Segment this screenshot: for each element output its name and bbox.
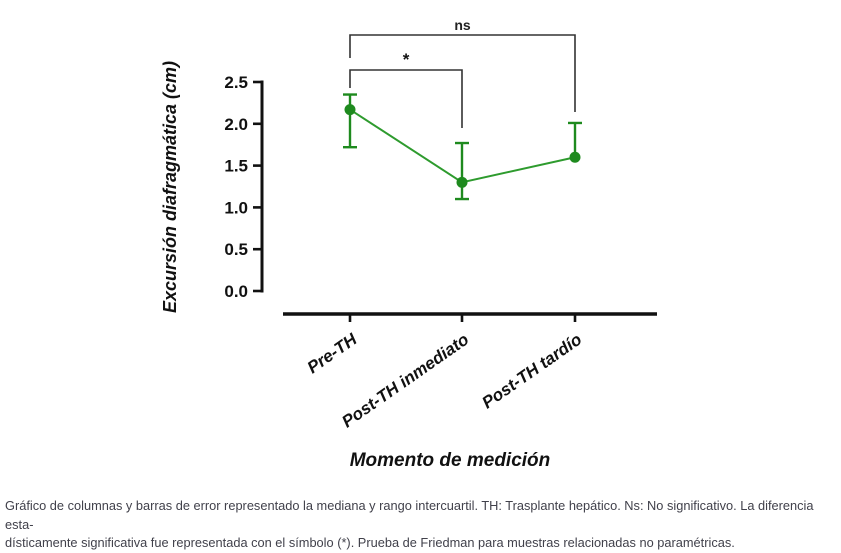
x-axis-title: Momento de medición — [350, 450, 551, 471]
error-bar — [455, 141, 469, 201]
y-tick-label: 2.5 — [224, 73, 248, 92]
data-point-marker — [344, 104, 356, 116]
data-point-marker — [569, 151, 581, 163]
error-bar — [568, 121, 582, 158]
significance-bracket — [349, 69, 463, 128]
chart-caption: Gráfico de columnas y barras de error re… — [5, 497, 838, 553]
y-tick-label: 1.0 — [224, 198, 248, 217]
error-bar — [343, 93, 357, 149]
caption-line-1: Gráfico de columnas y barras de error re… — [5, 498, 814, 532]
line-chart: 0.0 0.5 1.0 1.5 2.0 2.5 Excursión diafragmátic… — [160, 17, 657, 471]
y-tick-label: 0.0 — [224, 282, 248, 301]
x-tick-label: Pre-TH — [304, 329, 361, 377]
y-tick-label: 1.5 — [224, 157, 248, 176]
y-tick-label: 0.5 — [224, 240, 248, 259]
data-point-marker — [456, 176, 468, 188]
significance-bracket — [349, 34, 576, 112]
y-tick-label: 2.0 — [224, 115, 248, 134]
significance-label: * — [403, 50, 410, 69]
y-axis-title: Excursión diafragmática (cm) — [160, 61, 180, 313]
caption-line-2: dísticamente significativa fue represent… — [5, 535, 735, 550]
x-tick-label: Post-TH tardío — [478, 330, 585, 413]
figure: 0.0 0.5 1.0 1.5 2.0 2.5 Excursión diafragmátic… — [5, 17, 814, 550]
significance-label: ns — [454, 17, 471, 33]
